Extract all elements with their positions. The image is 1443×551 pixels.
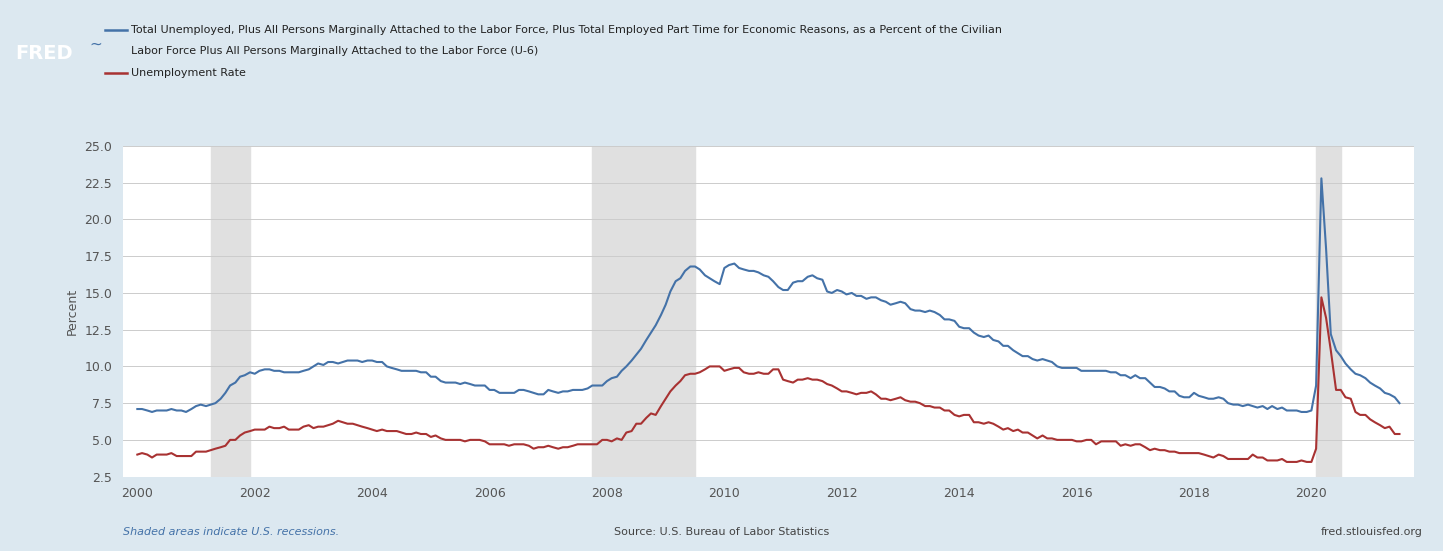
Text: FRED: FRED (16, 44, 72, 63)
Text: Total Unemployed, Plus All Persons Marginally Attached to the Labor Force, Plus : Total Unemployed, Plus All Persons Margi… (131, 25, 1003, 35)
Text: fred.stlouisfed.org: fred.stlouisfed.org (1320, 527, 1423, 537)
Bar (1316, 146, 1341, 477)
Y-axis label: Percent: Percent (66, 288, 79, 335)
Text: ~: ~ (89, 36, 102, 52)
Bar (211, 146, 250, 477)
Bar (592, 146, 696, 477)
Text: Unemployment Rate: Unemployment Rate (131, 68, 247, 78)
Text: Source: U.S. Bureau of Labor Statistics: Source: U.S. Bureau of Labor Statistics (613, 527, 830, 537)
Text: Labor Force Plus All Persons Marginally Attached to the Labor Force (U-6): Labor Force Plus All Persons Marginally … (131, 46, 538, 56)
Text: Shaded areas indicate U.S. recessions.: Shaded areas indicate U.S. recessions. (123, 527, 339, 537)
